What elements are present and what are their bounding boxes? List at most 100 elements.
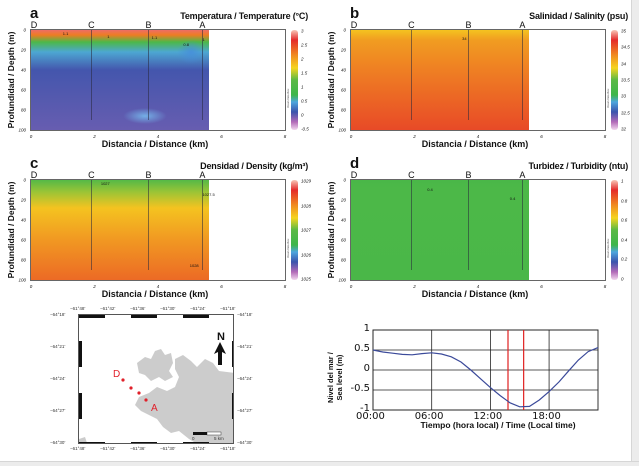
y-tick-label: 60 xyxy=(20,237,26,243)
scale-bar xyxy=(193,431,222,436)
map-lat-tick-left: −64°24' xyxy=(50,376,66,381)
station-line-B xyxy=(148,180,150,270)
contour-label: 1 xyxy=(107,34,110,39)
station-line-B xyxy=(148,30,150,120)
section-panel-d: d Turbidez / Turbidity (ntu) 0.4 0.4 D C B A 0 20… xyxy=(320,150,639,300)
map-frame-band xyxy=(131,315,157,318)
colorbar xyxy=(291,30,298,130)
section-plot: 1.1 1 1.1 0.8 1 xyxy=(30,29,286,131)
map-lat-tick-right: −64°18' xyxy=(237,312,253,317)
north-arrow-icon xyxy=(214,342,226,365)
colorbar-tick-label: 1.5 xyxy=(301,70,308,76)
tide-ylabel-line2: Sea level (m) xyxy=(335,354,344,401)
station-label-A: A xyxy=(519,20,526,30)
map-frame-band xyxy=(232,341,233,367)
y-axis-label: Profundidad / Depth (m) xyxy=(326,31,336,129)
station-label-D: D xyxy=(350,20,358,30)
colorbar-tick-label: 0.8 xyxy=(621,198,628,204)
tide-x-tick-label: 18:00 xyxy=(532,411,561,422)
map-station-label-A: A xyxy=(151,403,158,414)
colorbar-tick-label: 1027 xyxy=(301,227,312,233)
x-tick-label: 0 xyxy=(29,134,33,139)
x-tick-label: 2 xyxy=(413,134,416,139)
y-tick-label: 0 xyxy=(343,27,346,33)
section-plot: 0.4 0.4 xyxy=(350,179,606,281)
tide-x-tick-label: 12:00 xyxy=(473,411,503,422)
x-tick-label: 8 xyxy=(603,284,607,289)
station-label-C: C xyxy=(408,20,415,30)
contour-label: 1.1 xyxy=(151,35,158,40)
station-label-C: C xyxy=(88,20,95,30)
y-tick-label: 80 xyxy=(20,107,26,113)
tide-chart: 1 0.5 0 -0.5 -1 00:00 06:00 12:00 18:00 Nivel de… xyxy=(320,315,631,461)
map-station-D xyxy=(121,378,125,382)
y-axis-label: Profundidad / Depth (m) xyxy=(326,181,336,279)
section-plot: 1027 1027.5 1028 xyxy=(30,179,286,281)
x-tick-label: 6 xyxy=(220,134,223,139)
colorbar-tick-label: 2.5 xyxy=(301,42,308,48)
map-lon-tick-bottom: −61°24' xyxy=(190,446,206,451)
y-tick-label: 0 xyxy=(23,177,26,183)
map-frame-band xyxy=(131,442,157,443)
colorbar-tick-label: 0.5 xyxy=(301,98,308,104)
section-panel-a: a Temperatura / Temperature (°C) 1.1 1 1.1 0.… xyxy=(0,0,320,150)
panel-letter: d xyxy=(350,155,360,172)
map-frame-band xyxy=(79,442,105,443)
y-tick-label: 0 xyxy=(343,177,346,183)
map-frame-band xyxy=(79,341,82,367)
colorbar-credit: Ocean Data View xyxy=(287,88,290,108)
land-polygon xyxy=(135,355,233,443)
colorbar-tick-label: 0.2 xyxy=(621,256,628,262)
map-lon-tick-top: −61°36' xyxy=(130,306,146,311)
station-line-A xyxy=(522,30,524,120)
y-tick-label: 40 xyxy=(340,67,346,73)
data-field xyxy=(351,180,529,280)
x-tick-label: 6 xyxy=(540,284,543,289)
map-lat-tick-right: −64°27' xyxy=(237,408,253,413)
map-station-label-D: D xyxy=(113,369,120,380)
panel-letter: a xyxy=(30,5,39,22)
y-axis-label: Profundidad / Depth (m) xyxy=(6,181,16,279)
tide-y-tick-label: 0 xyxy=(363,363,370,374)
x-axis-label: Distancia / Distance (km) xyxy=(101,289,209,299)
contour-label: 0.8 xyxy=(183,42,189,47)
tide-y-tick-label: -1 xyxy=(360,403,370,414)
station-line-C xyxy=(91,180,93,270)
map-stations: DA xyxy=(113,369,158,414)
colorbar-credit: Ocean Data View xyxy=(607,88,610,108)
contour-label: 0.4 xyxy=(509,196,516,201)
map-lon-tick-top: −61°48' xyxy=(70,306,86,311)
y-tick-label: 20 xyxy=(340,197,346,203)
x-tick-label: 0 xyxy=(29,284,33,289)
y-tick-label: 20 xyxy=(20,47,26,53)
map-frame-band xyxy=(232,393,233,419)
tide-y-tick-label: -0.5 xyxy=(350,383,370,394)
map-lat-tick-left: −64°30' xyxy=(50,440,66,445)
colorbar-tick-label: 1025 xyxy=(301,276,312,282)
colorbar-tick-label: 2 xyxy=(301,56,304,62)
colorbar-tick-label: -0.5 xyxy=(301,126,309,132)
contour-label: 1027 xyxy=(100,181,110,186)
north-label: N xyxy=(217,331,225,343)
y-tick-label: 40 xyxy=(20,67,26,73)
data-field xyxy=(31,180,209,280)
colorbar xyxy=(611,180,618,280)
y-tick-label: 0 xyxy=(23,27,26,33)
station-label-B: B xyxy=(465,20,472,30)
x-tick-label: 6 xyxy=(540,134,543,139)
land-mass xyxy=(79,349,233,443)
station-label-A: A xyxy=(199,20,206,30)
window-right-border xyxy=(631,0,639,465)
station-label-D: D xyxy=(30,170,38,180)
colorbar-tick-label: 1026 xyxy=(301,252,312,257)
map-station-C xyxy=(129,386,133,390)
y-axis-label: Profundidad / Depth (m) xyxy=(6,31,16,129)
station-line-B xyxy=(468,180,470,270)
scale-start-label: 0 xyxy=(192,436,195,441)
x-axis-label: Distancia / Distance (km) xyxy=(421,289,529,299)
station-line-C xyxy=(411,180,413,270)
colorbar-tick-label: 1029 xyxy=(301,178,312,184)
x-tick-label: 4 xyxy=(476,284,480,289)
station-label-A: A xyxy=(519,170,526,180)
colorbar-tick-label: 32 xyxy=(621,126,627,132)
